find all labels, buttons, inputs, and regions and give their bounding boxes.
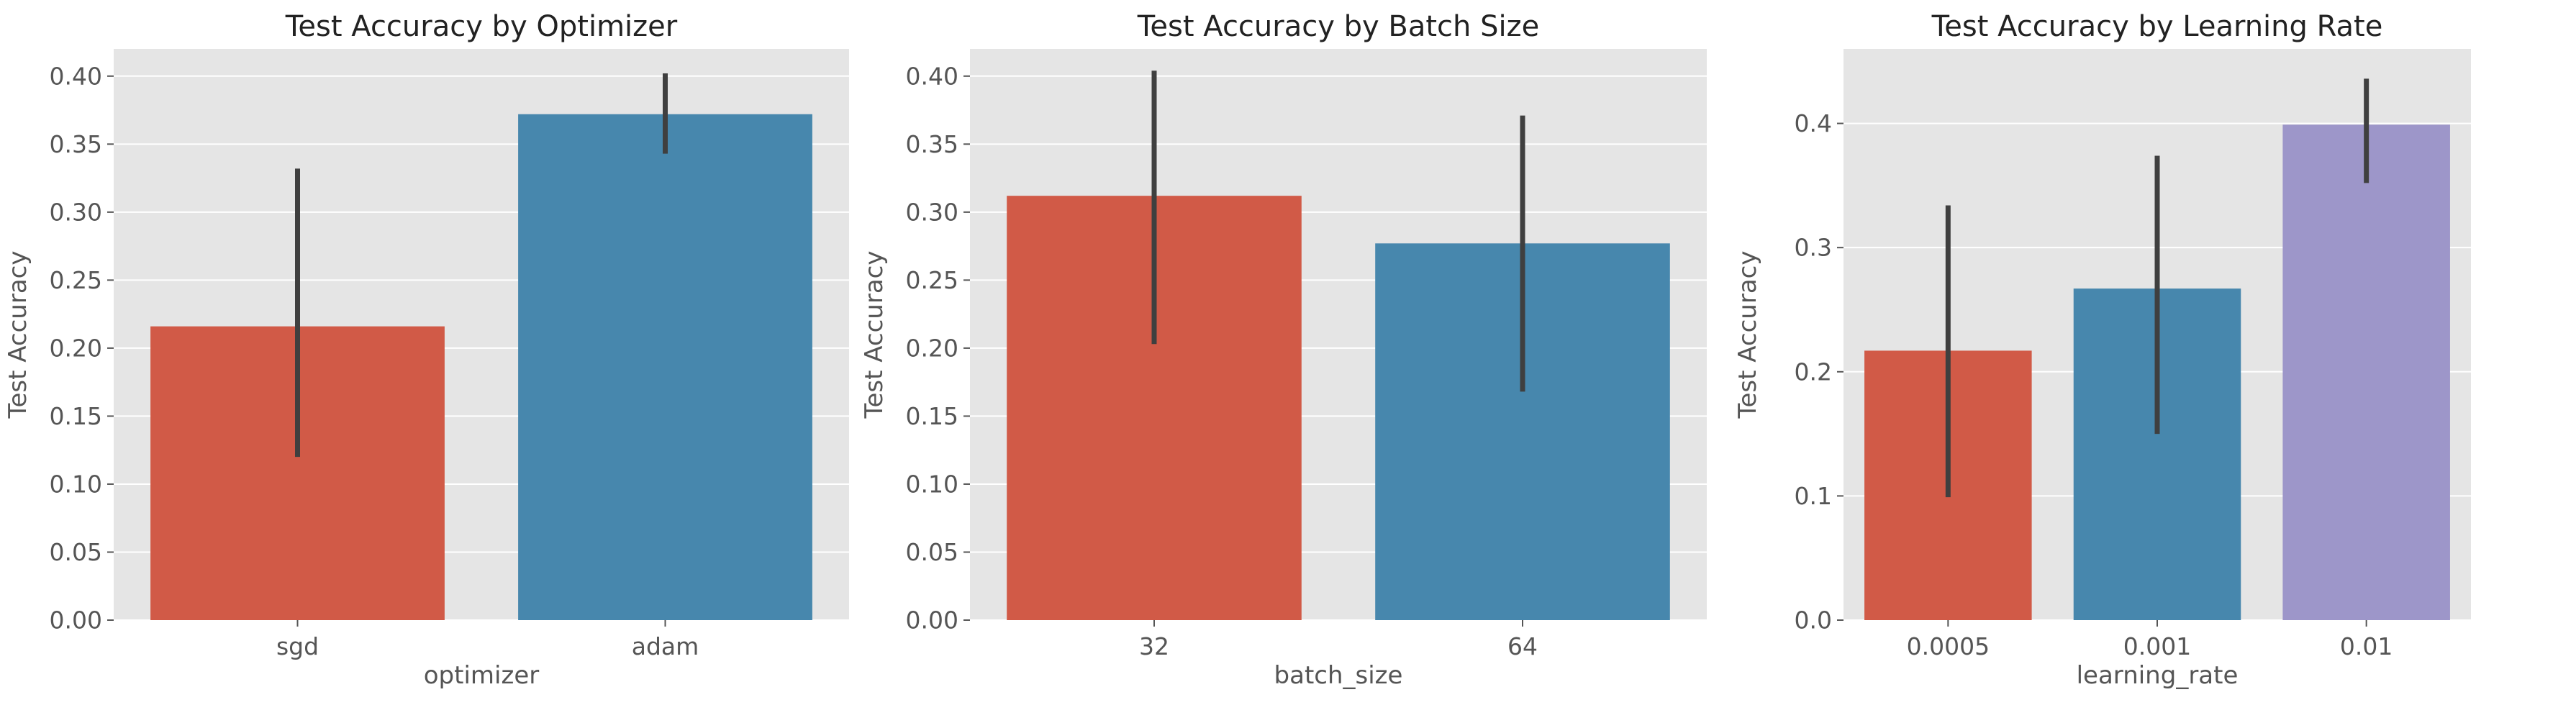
y-tick-label: 0.10 (906, 470, 958, 498)
y-tick-label: 0.30 (50, 198, 102, 226)
x-axis-label: optimizer (424, 661, 539, 690)
chart-title: Test Accuracy by Optimizer (285, 10, 678, 43)
chart-panel-3: 0.0 0.1 0.2 0.3 0.4 0.0005 0.001 0.01 Test Accur… (1733, 10, 2471, 690)
y-tick-label: 0.35 (50, 130, 102, 158)
bar-adam (518, 114, 812, 620)
y-tick-label: 0.05 (50, 538, 102, 566)
chart-title: Test Accuracy by Batch Size (1137, 10, 1539, 43)
y-tick-label: 0.1 (1795, 482, 1832, 510)
x-tick-label: 32 (1139, 632, 1169, 660)
y-tick-label: 0.3 (1795, 234, 1832, 262)
chart-panel-2: 0.00 0.05 0.10 0.15 0.20 0.25 0.30 0.35 0.40 32 64… (860, 10, 1707, 690)
y-tick-label: 0.35 (906, 130, 958, 158)
y-tick-label: 0.00 (50, 606, 102, 634)
y-axis-label: Test Accuracy (1733, 251, 1762, 419)
y-tick-label: 0.15 (50, 402, 102, 430)
y-tick-label: 0.30 (906, 198, 958, 226)
y-tick-label: 0.25 (906, 266, 958, 294)
y-tick-label: 0.05 (906, 538, 958, 566)
y-tick-label: 0.00 (906, 606, 958, 634)
y-tick-label: 0.40 (906, 62, 958, 90)
x-tick-label: sgd (276, 632, 319, 660)
x-tick-label: 0.001 (2123, 632, 2191, 660)
y-tick-label: 0.15 (906, 402, 958, 430)
y-tick-label: 0.25 (50, 266, 102, 294)
y-tick-label: 0.4 (1795, 109, 1832, 137)
y-tick-label: 0.10 (50, 470, 102, 498)
chart-panel-1: 0.00 0.05 0.10 0.15 0.20 0.25 0.30 0.35 0.40 sgd a… (4, 10, 849, 690)
x-axis-label: batch_size (1274, 661, 1403, 690)
y-tick-label: 0.20 (906, 334, 958, 362)
y-axis-label: Test Accuracy (4, 251, 32, 419)
y-axis-label: Test Accuracy (860, 251, 889, 419)
x-tick-label: adam (632, 632, 699, 660)
x-tick-label: 64 (1507, 632, 1538, 660)
bar-0.01 (2282, 124, 2450, 620)
x-tick-label: 0.0005 (1907, 632, 1990, 660)
y-tick-label: 0.2 (1795, 358, 1832, 386)
x-tick-label: 0.01 (2340, 632, 2393, 660)
y-tick-label: 0.40 (50, 62, 102, 90)
y-tick-label: 0.0 (1795, 606, 1832, 634)
y-tick-label: 0.20 (50, 334, 102, 362)
x-axis-label: learning_rate (2077, 661, 2239, 690)
chart-title: Test Accuracy by Learning Rate (1931, 10, 2383, 43)
